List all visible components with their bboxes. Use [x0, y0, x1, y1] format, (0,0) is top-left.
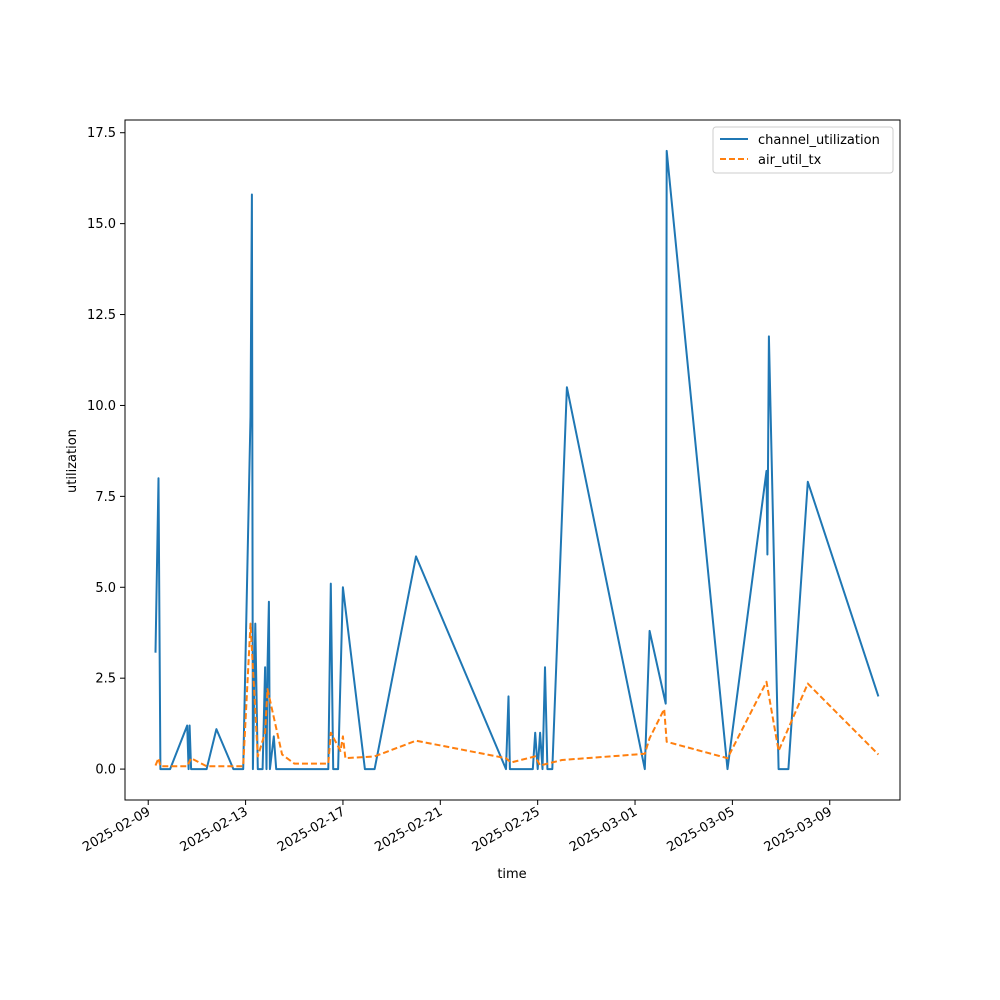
legend-box	[712, 126, 894, 174]
y-axis-ticks: 0.0 2.5 5.0 7.5 10.0 12.5 15.0 17.5	[87, 126, 125, 778]
y-tick-label: 15.0	[87, 217, 116, 232]
x-axis-ticks: 2025-02-09 2025-02-13 2025-02-17 2025-02-21…	[80, 800, 835, 855]
y-tick-label: 0.0	[95, 763, 116, 778]
series-line-channel-utilization	[154, 149, 880, 771]
x-tick-label: 2025-02-21	[372, 804, 445, 855]
y-tick-label: 2.5	[95, 672, 116, 687]
y-tick-label: 7.5	[95, 490, 116, 505]
y-tick-label: 5.0	[95, 581, 116, 596]
series-line-air-util-tx	[154, 622, 880, 768]
x-tick-label: 2025-03-05	[664, 804, 737, 855]
y-axis-label: utilization	[65, 429, 80, 493]
x-tick-label: 2025-02-09	[80, 804, 153, 855]
y-tick-label: 17.5	[87, 126, 116, 141]
legend-label-channel-utilization: channel_utilization	[758, 133, 880, 148]
legend: channel_utilization air_util_tx	[712, 126, 894, 174]
plot-background	[125, 120, 900, 800]
x-tick-label: 2025-02-17	[275, 804, 348, 855]
x-tick-label: 2025-02-25	[470, 804, 543, 855]
y-tick-label: 10.0	[87, 399, 116, 414]
x-tick-label: 2025-03-09	[762, 804, 835, 855]
y-tick-label: 12.5	[87, 308, 116, 323]
x-tick-label: 2025-02-13	[178, 804, 251, 855]
x-tick-label: 2025-03-01	[567, 804, 640, 855]
plot-frame	[124, 119, 901, 801]
legend-label-air-util-tx: air_util_tx	[758, 153, 822, 168]
series-layer	[154, 149, 880, 771]
x-axis-label: time	[497, 867, 526, 882]
